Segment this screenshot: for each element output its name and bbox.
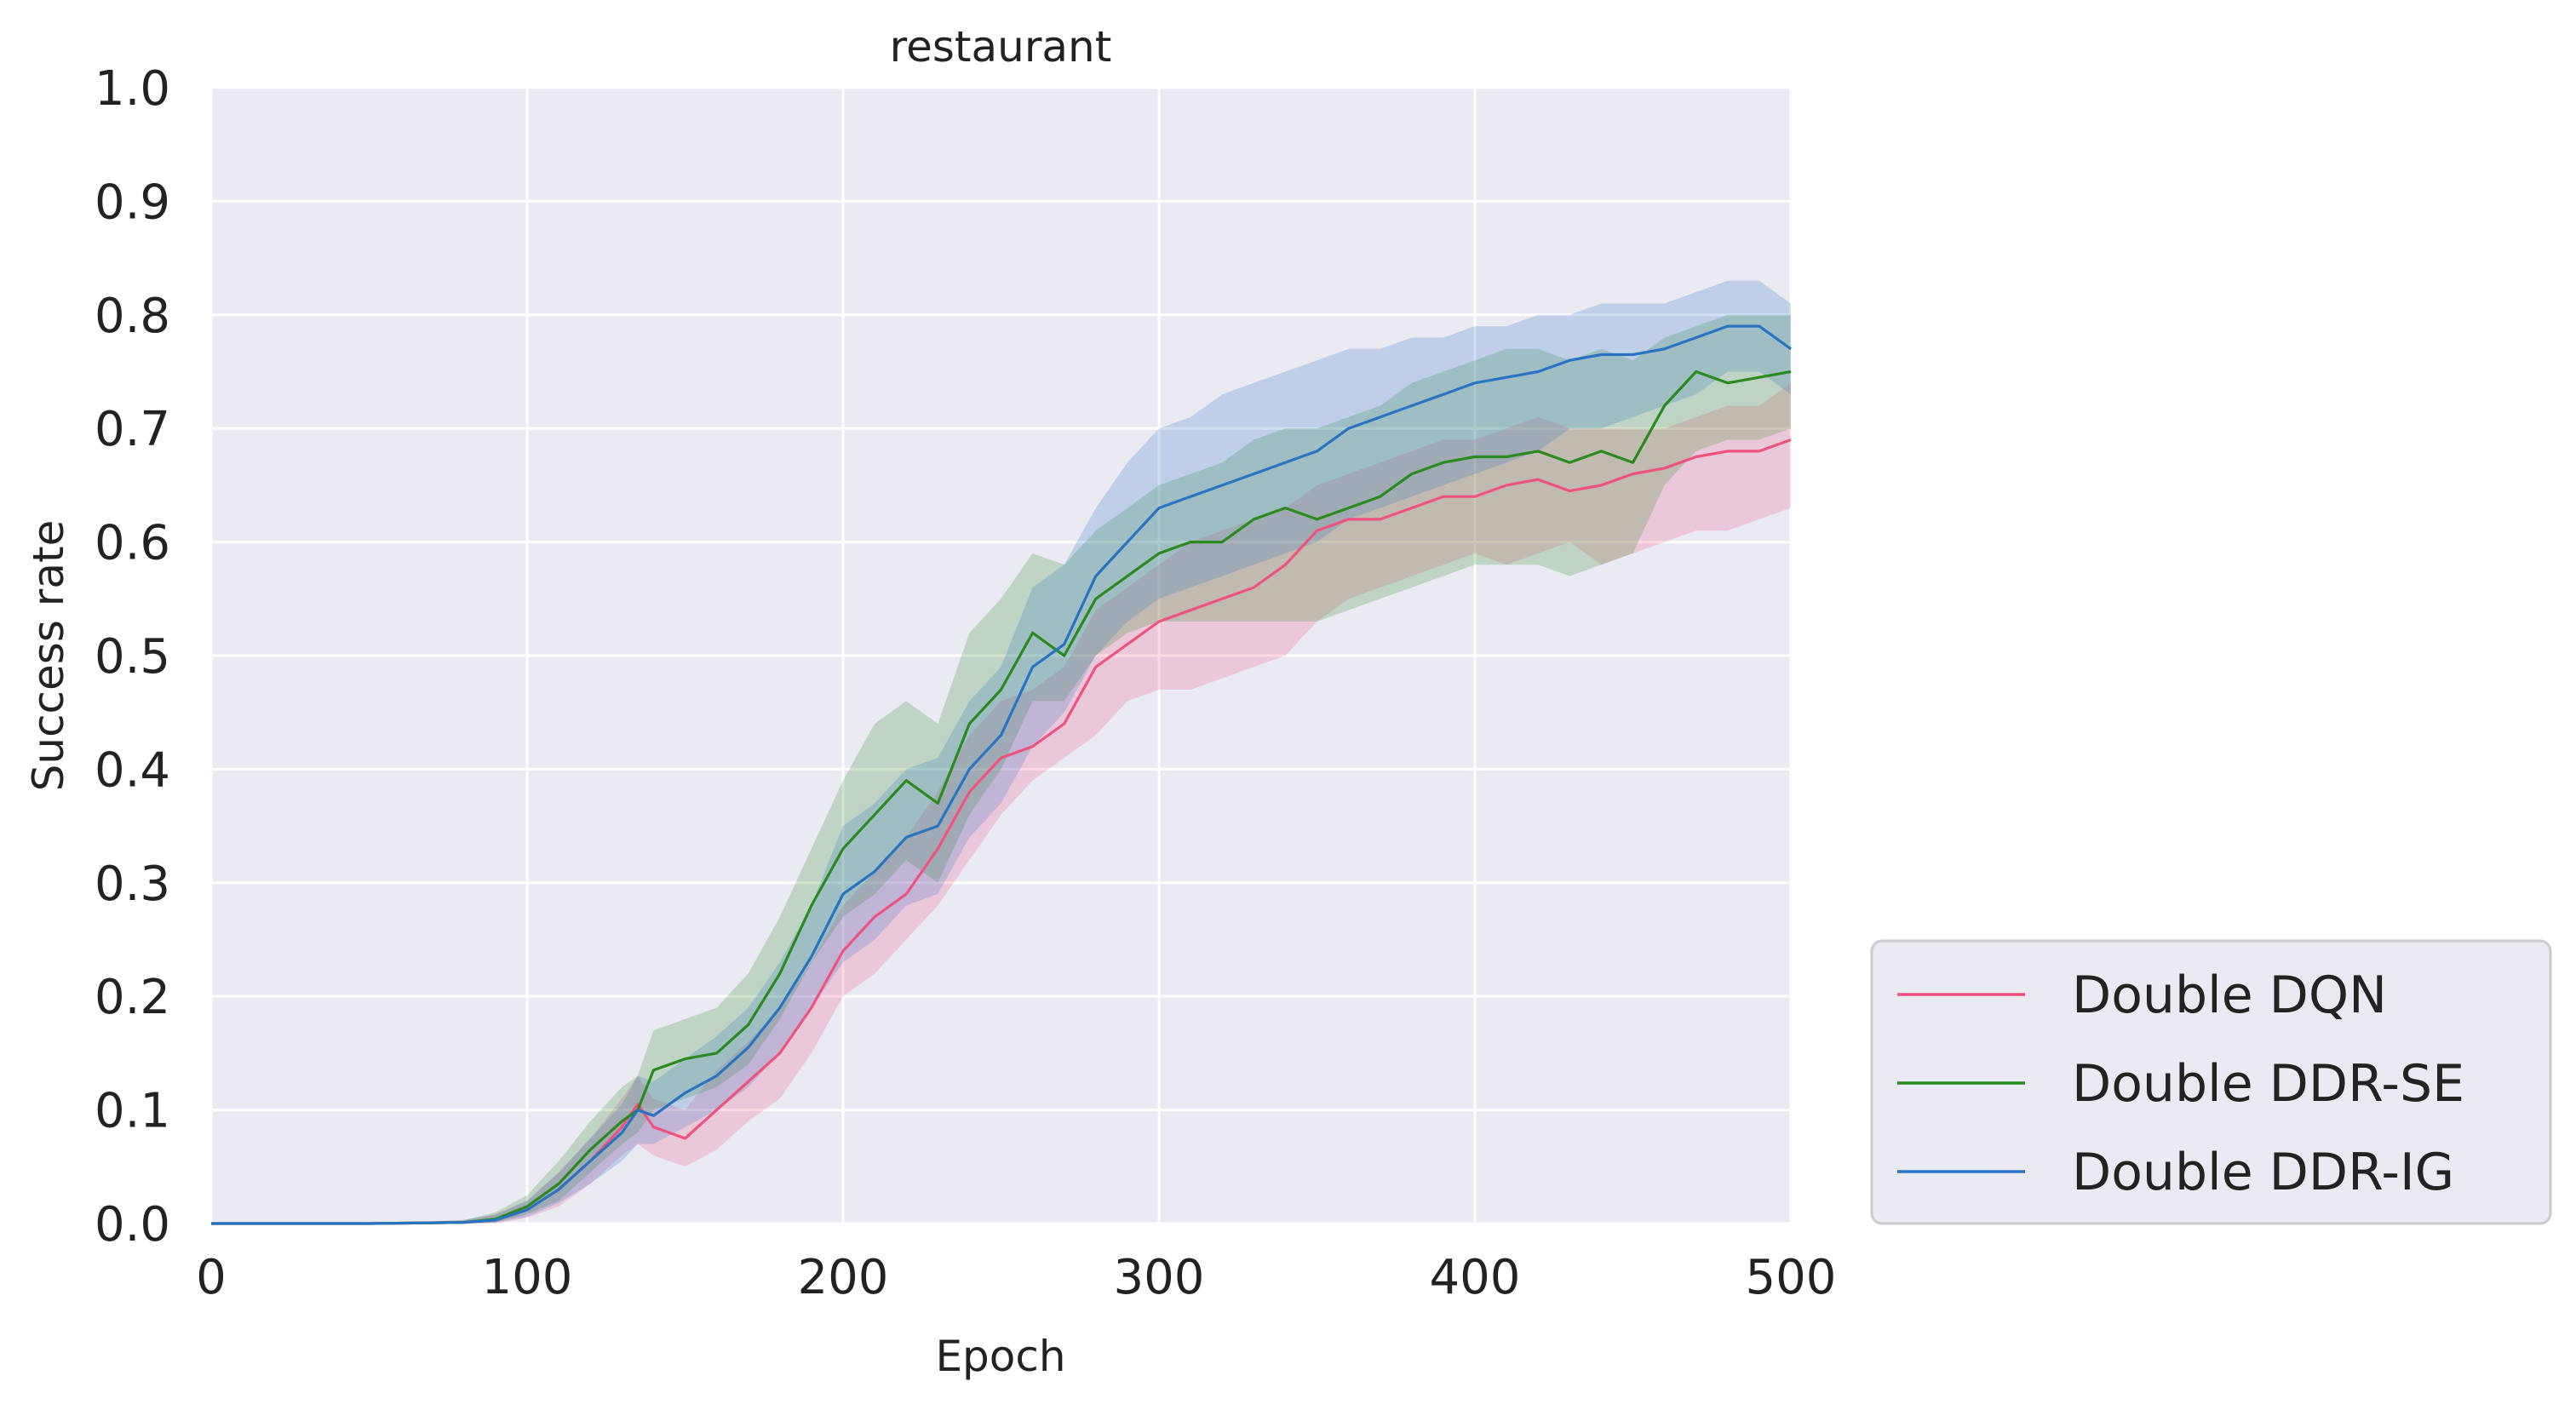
y-tick-label: 0.8 (95, 289, 170, 344)
legend-label-2: Double DDR-IG (2072, 1143, 2454, 1202)
legend-box (1870, 939, 2552, 1225)
series-band-1 (211, 314, 1791, 1224)
chart-title: restaurant (890, 22, 1112, 72)
y-tick-label: 1.0 (95, 61, 170, 117)
y-tick-labels: 0.0 0.1 0.2 0.3 0.4 0.5 0.6 0.7 0.8 0.9 1.0 (95, 61, 170, 1252)
y-tick-label: 0.1 (95, 1084, 170, 1139)
y-tick-label: 0.4 (95, 742, 170, 798)
x-tick-labels: 0 100 200 300 400 500 (196, 1250, 1836, 1305)
legend-label-0: Double DQN (2072, 966, 2387, 1025)
confidence-bands (211, 280, 1791, 1224)
y-tick-label: 0.3 (95, 857, 170, 912)
x-tick-label: 0 (196, 1250, 227, 1305)
series-line-1 (211, 370, 1792, 1225)
y-tick-label: 0.0 (95, 1197, 170, 1252)
legend-entries: Double DQN Double DDR-SE Double DDR-IG (1897, 966, 2464, 1202)
grid (209, 86, 1793, 1225)
y-tick-label: 0.2 (95, 970, 170, 1025)
x-tick-label: 100 (482, 1250, 573, 1305)
series-band-0 (211, 382, 1791, 1224)
x-tick-label: 200 (798, 1250, 889, 1305)
legend: Double DQN Double DDR-SE Double DDR-IG (1870, 939, 2552, 1225)
series-lines (211, 324, 1792, 1225)
x-tick-label: 300 (1114, 1250, 1205, 1305)
y-tick-label: 0.5 (95, 629, 170, 685)
y-tick-label: 0.9 (95, 175, 170, 230)
x-tick-label: 500 (1746, 1250, 1837, 1305)
legend-label-1: Double DDR-SE (2072, 1054, 2464, 1114)
x-tick-label: 400 (1430, 1250, 1521, 1305)
series-line-2 (211, 324, 1792, 1225)
y-axis-label: Success rate (24, 520, 73, 792)
y-tick-label: 0.7 (95, 402, 170, 457)
x-axis-label: Epoch (935, 1332, 1065, 1381)
y-tick-label: 0.6 (95, 516, 170, 571)
series-band-2 (211, 280, 1791, 1224)
